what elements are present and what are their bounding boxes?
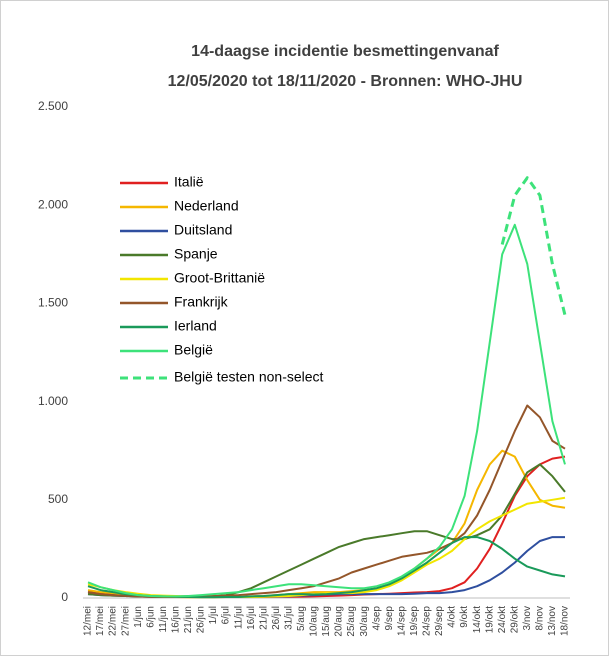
x-tick-label: 31/jul <box>283 606 294 630</box>
x-tick-label: 26/jun <box>196 606 207 633</box>
x-tick-label: 12/mei <box>83 606 94 636</box>
x-tick-label: 19/sep <box>409 606 420 636</box>
y-tick-label: 1.000 <box>38 394 68 408</box>
x-tick-label: 6/jun <box>145 606 156 628</box>
x-tick-label: 16/jul <box>246 606 257 630</box>
y-tick-label: 500 <box>48 492 68 506</box>
x-tick-label: 24/okt <box>497 606 508 633</box>
x-tick-label: 24/sep <box>422 606 433 636</box>
y-tick-label: 2.000 <box>38 197 68 211</box>
legend-label: Spanje <box>174 246 218 262</box>
x-tick-label: 11/jun <box>158 606 169 633</box>
x-tick-label: 11/jul <box>233 606 244 629</box>
x-tick-label: 17/mei <box>95 606 106 636</box>
y-tick-label: 2.500 <box>38 99 68 113</box>
x-tick-label: 21/jul <box>258 606 269 630</box>
x-tick-label: 1/jul <box>208 606 219 624</box>
x-tick-label: 1/jun <box>133 606 144 628</box>
x-tick-label: 3/nov <box>522 606 533 630</box>
x-tick-label: 20/aug <box>334 606 345 637</box>
x-tick-label: 19/okt <box>484 606 495 633</box>
y-tick-label: 1.500 <box>38 296 68 310</box>
x-tick-label: 8/nov <box>535 606 546 630</box>
x-tick-label: 15/aug <box>321 606 332 637</box>
series-line <box>500 176 567 316</box>
x-tick-label: 27/mei <box>120 606 131 636</box>
x-tick-label: 9/okt <box>459 606 470 628</box>
x-tick-label: 6/jul <box>221 606 232 624</box>
x-tick-label: 14/okt <box>472 606 483 633</box>
x-tick-label: 9/sep <box>384 606 395 631</box>
legend-label: België <box>174 342 213 358</box>
legend-label: Frankrijk <box>174 294 229 310</box>
x-tick-label: 4/sep <box>371 606 382 631</box>
x-tick-label: 22/mei <box>108 606 119 636</box>
x-tick-label: 29/okt <box>509 606 520 633</box>
legend-label: Ierland <box>174 318 217 334</box>
x-tick-label: 13/nov <box>547 606 558 636</box>
x-tick-label: 26/jul <box>271 606 282 630</box>
x-tick-label: 5/aug <box>296 606 307 631</box>
legend-label: België testen non-select <box>174 369 324 385</box>
legend-label: Groot-Brittanië <box>174 270 265 286</box>
legend-label: Duitsland <box>174 222 232 238</box>
legend-label: Italië <box>174 174 204 190</box>
x-tick-label: 30/aug <box>359 606 370 637</box>
x-tick-label: 29/sep <box>434 606 445 636</box>
x-tick-label: 25/aug <box>346 606 357 637</box>
x-tick-label: 4/okt <box>447 606 458 628</box>
series-line <box>87 223 566 598</box>
x-tick-label: 14/sep <box>396 606 407 636</box>
y-tick-label: 0 <box>61 590 68 604</box>
x-tick-label: 18/nov <box>560 606 571 636</box>
x-tick-label: 21/jun <box>183 606 194 633</box>
legend-label: Nederland <box>174 198 239 214</box>
x-tick-label: 16/jun <box>171 606 182 633</box>
chart-title: 14-daagse incidentie besmettingenvanaf <box>191 43 499 60</box>
x-tick-label: 10/aug <box>309 606 320 637</box>
chart-title: 12/05/2020 tot 18/11/2020 - Bronnen: WHO… <box>168 73 523 90</box>
